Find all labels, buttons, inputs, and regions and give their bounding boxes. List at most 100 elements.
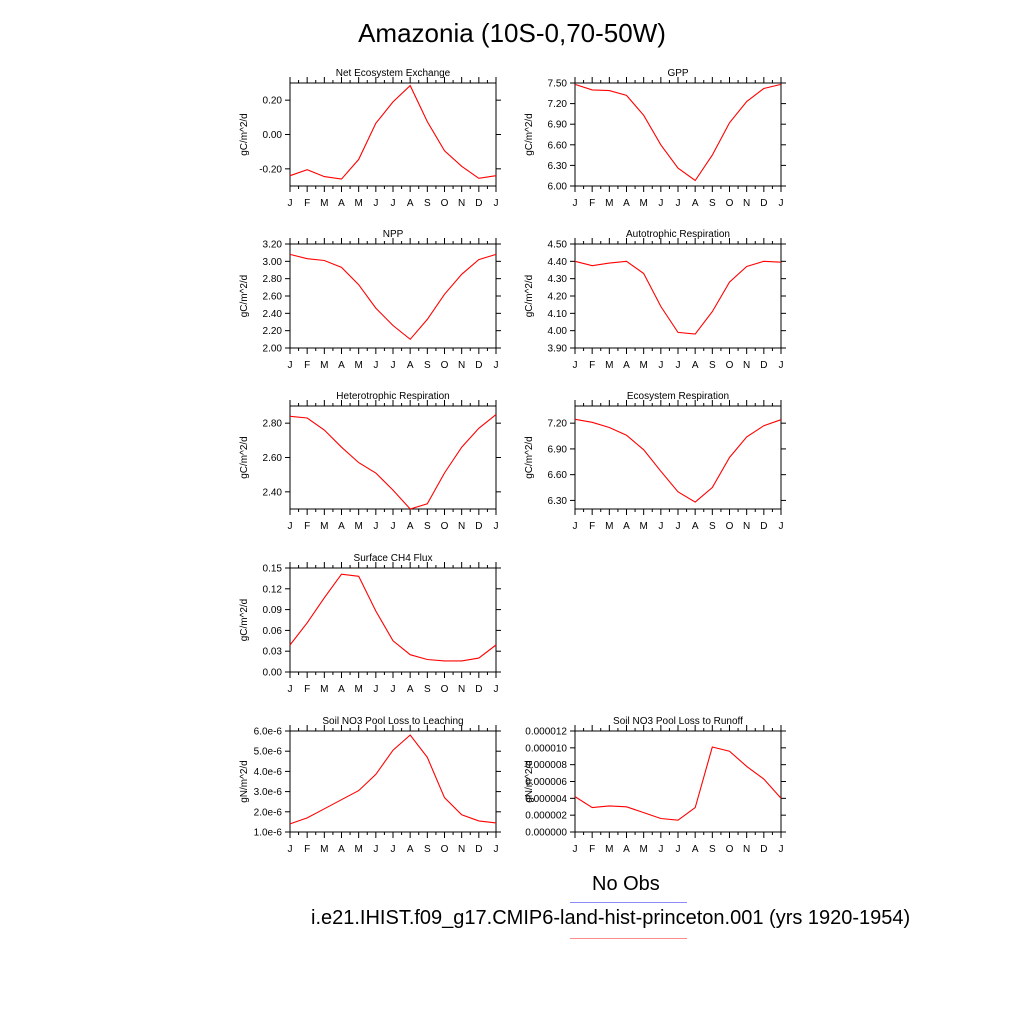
y-tick-label: 0.000008 (525, 760, 567, 771)
x-tick-label: D (760, 844, 767, 855)
plot-frame (574, 405, 782, 510)
panel-4: Autotrophic Respiration gC/m^2/d 3.90 4.00 4… (524, 229, 786, 371)
x-tick-label: J (391, 198, 396, 209)
y-tick-label: 7.50 (548, 79, 568, 90)
x-tick-label: J (288, 198, 293, 209)
x-tick-label: F (304, 684, 310, 695)
y-tick-label: 2.60 (263, 453, 283, 464)
x-tick-label: J (494, 684, 499, 695)
y-axis-label: gC/m^2/d (239, 599, 250, 642)
y-tick-label: 2.80 (263, 419, 283, 430)
x-tick-label: J (288, 521, 293, 532)
x-tick-label: N (743, 198, 750, 209)
x-tick-label: F (304, 521, 310, 532)
x-tick-label: M (354, 684, 362, 695)
x-tick-label: J (676, 360, 681, 371)
x-tick-label: S (709, 198, 716, 209)
panel-7: Surface CH4 Flux gC/m^2/d 0.00 0.03 0.06 0.09… (239, 553, 501, 695)
x-tick-label: N (743, 844, 750, 855)
y-axis-label: gN/m^2/d (239, 760, 250, 803)
y-tick-label: 3.20 (263, 240, 283, 251)
x-tick-label: A (692, 360, 699, 371)
series-line (289, 573, 497, 662)
x-tick-label: O (441, 198, 449, 209)
x-tick-label: M (320, 684, 328, 695)
x-tick-label: O (441, 521, 449, 532)
x-tick-label: A (338, 521, 345, 532)
x-tick-label: O (726, 844, 734, 855)
y-tick-label: 1.0e-6 (254, 828, 283, 839)
x-tick-label: D (760, 198, 767, 209)
x-tick-label: S (424, 844, 431, 855)
y-tick-label: 0.00 (263, 668, 283, 679)
series-line (289, 414, 497, 510)
panel-9: Soil NO3 Pool Loss to RunoffgN/m^2/d0.00… (524, 716, 786, 855)
y-tick-label: 4.20 (548, 292, 568, 303)
x-tick-label: F (589, 844, 595, 855)
x-tick-label: F (304, 198, 310, 209)
x-tick-label: D (475, 360, 482, 371)
legend-line-model (570, 938, 687, 939)
x-tick-label: N (458, 198, 465, 209)
x-tick-label: O (726, 521, 734, 532)
x-tick-label: M (320, 360, 328, 371)
panel-title: Net Ecosystem Exchange (336, 68, 451, 79)
x-tick-label: J (658, 360, 663, 371)
panel-5: Heterotrophic Respiration gC/m^2/d 2.40 2.6… (239, 391, 501, 532)
x-tick-label: O (441, 844, 449, 855)
y-tick-label: 0.00 (263, 130, 283, 141)
x-tick-label: J (373, 844, 378, 855)
x-tick-label: A (623, 198, 630, 209)
panel-title: Soil NO3 Pool Loss to Runoff (613, 716, 743, 727)
panel-title: Ecosystem Respiration (627, 391, 729, 402)
y-tick-label: 4.0e-6 (254, 767, 283, 778)
x-tick-label: A (338, 198, 345, 209)
x-tick-label: J (573, 360, 578, 371)
y-axis-label: gC/m^2/d (524, 113, 535, 156)
y-tick-label: 5.0e-6 (254, 747, 283, 758)
x-tick-label: F (589, 521, 595, 532)
x-tick-label: A (692, 521, 699, 532)
y-tick-label: 0.03 (263, 647, 283, 658)
y-tick-label: 0.20 (263, 96, 283, 107)
x-tick-label: D (475, 844, 482, 855)
x-tick-label: M (605, 198, 613, 209)
x-tick-label: J (494, 198, 499, 209)
x-tick-label: M (605, 844, 613, 855)
plot-frame (289, 82, 497, 187)
x-tick-label: J (658, 844, 663, 855)
y-tick-label: 2.20 (263, 326, 283, 337)
y-axis-label: gC/m^2/d (239, 436, 250, 479)
y-tick-label: 6.90 (548, 444, 568, 455)
panel-title: Heterotrophic Respiration (336, 391, 449, 402)
x-tick-label: O (441, 684, 449, 695)
x-tick-label: N (743, 360, 750, 371)
x-tick-label: J (373, 521, 378, 532)
x-tick-label: F (589, 360, 595, 371)
x-tick-label: N (458, 844, 465, 855)
y-axis-label: gC/m^2/d (239, 113, 250, 156)
legend-label-obs: No Obs (592, 873, 660, 895)
panel-title: Autotrophic Respiration (626, 229, 730, 240)
x-tick-label: A (407, 684, 414, 695)
x-tick-label: J (658, 198, 663, 209)
y-tick-label: 0.000002 (525, 811, 567, 822)
series-line (289, 253, 497, 341)
x-tick-label: A (623, 844, 630, 855)
x-tick-label: D (475, 684, 482, 695)
y-tick-label: -0.20 (259, 164, 282, 175)
series-line (574, 260, 782, 335)
y-tick-label: 4.50 (548, 240, 568, 251)
x-tick-label: J (676, 198, 681, 209)
x-tick-label: J (573, 844, 578, 855)
x-tick-label: J (676, 844, 681, 855)
x-tick-label: M (320, 844, 328, 855)
x-tick-label: J (494, 844, 499, 855)
y-tick-label: 2.80 (263, 274, 283, 285)
y-axis-label: gC/m^2/d (239, 275, 250, 318)
y-tick-label: 3.00 (263, 257, 283, 268)
y-tick-label: 2.40 (263, 309, 283, 320)
y-tick-label: 3.90 (548, 344, 568, 355)
y-tick-label: 6.30 (548, 161, 568, 172)
